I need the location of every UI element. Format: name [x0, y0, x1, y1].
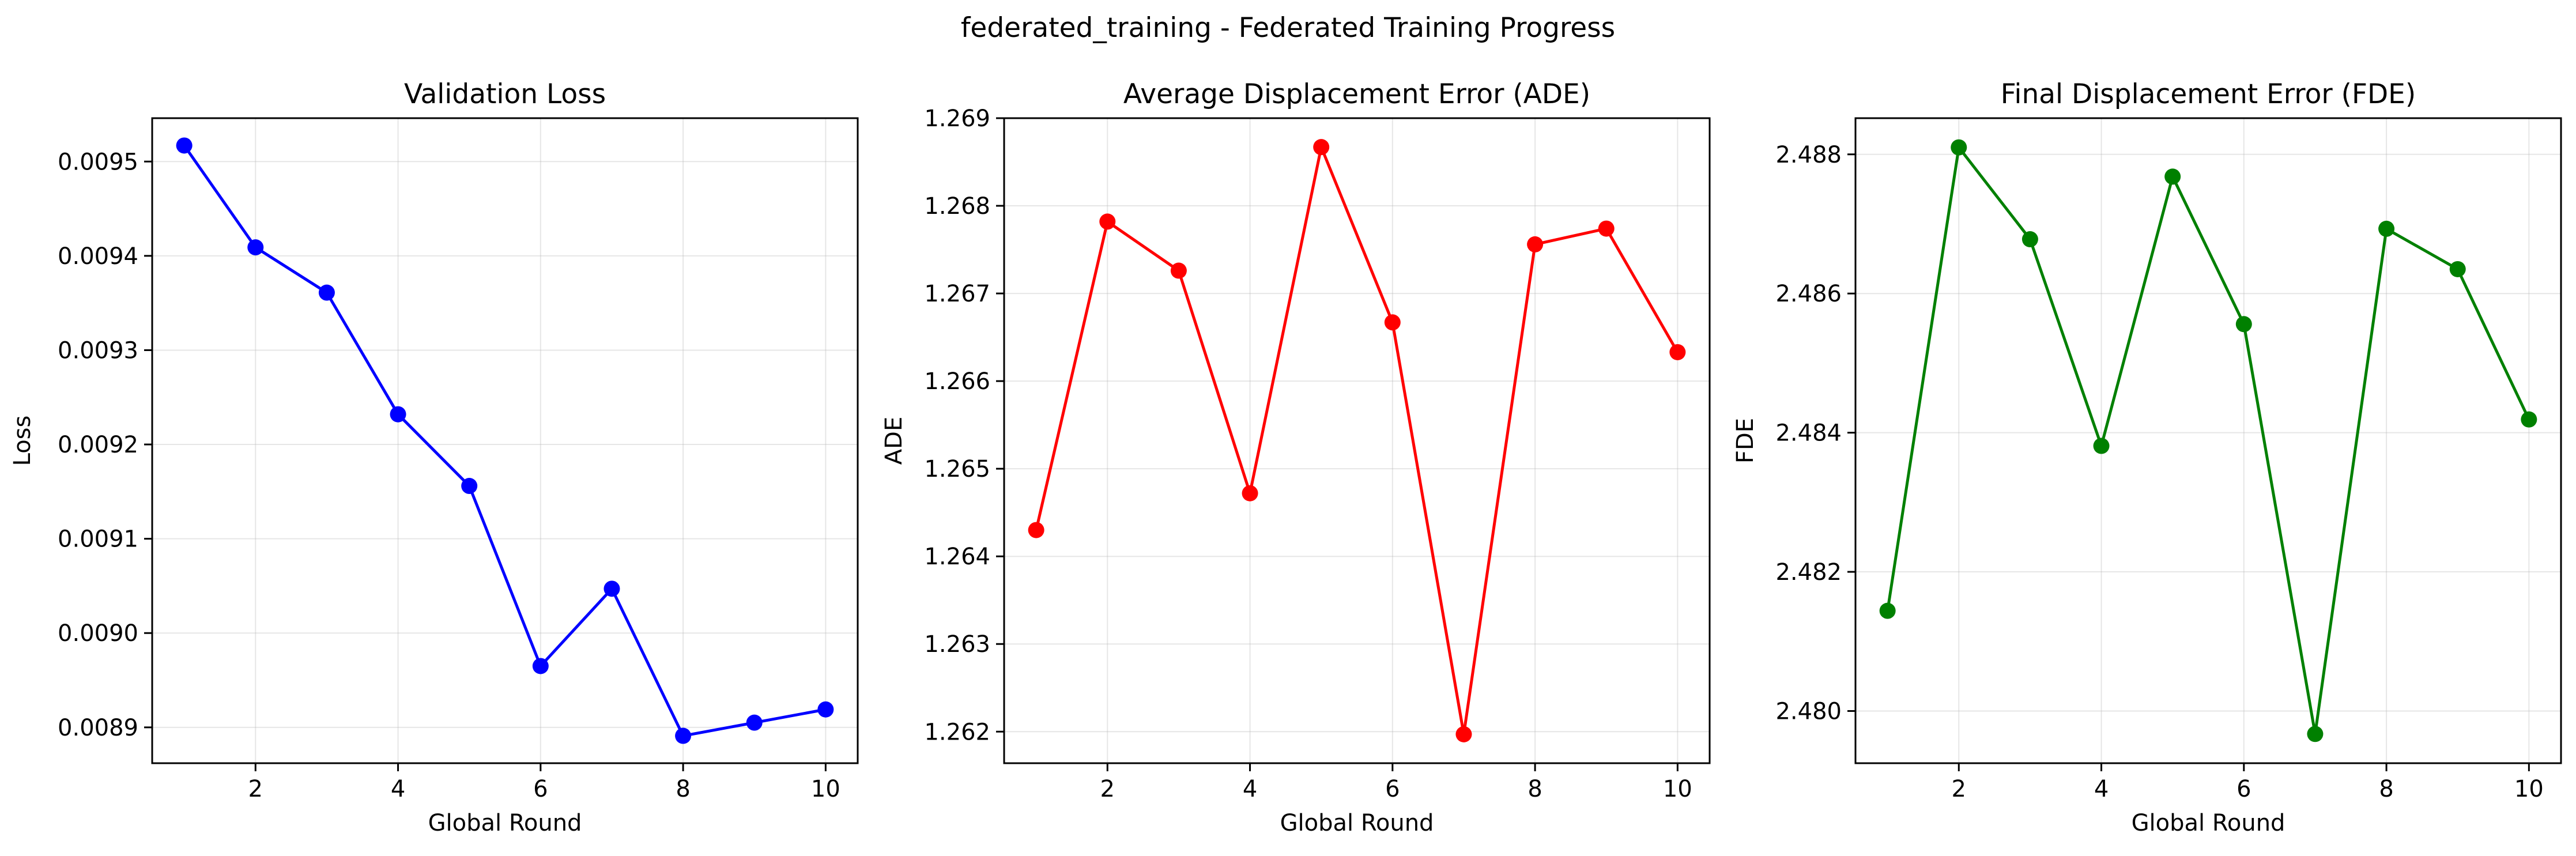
fde-series-line — [1886, 146, 2530, 736]
ade-ylabel: ADE — [881, 417, 907, 465]
fde-data-point — [2449, 261, 2466, 277]
validation-loss-data-point — [390, 406, 406, 423]
fde-xtick-label: 10 — [2514, 776, 2544, 802]
validation-loss-title: Validation Loss — [404, 78, 606, 110]
ade-axes-frame — [1003, 117, 1711, 764]
fde-ylabel: FDE — [1732, 418, 1759, 463]
ade-data-point — [1313, 139, 1330, 156]
validation-loss-ytick-label: 0.0092 — [58, 432, 138, 458]
ade-data-point — [1099, 213, 1116, 230]
fde-ytick-label: 2.480 — [1775, 698, 1842, 725]
validation-loss-xtick-label: 2 — [248, 776, 263, 802]
fde-panel: 2 4 6 8 10 2.480 2.482 2.484 2.486 2.488 Final Dis… — [1732, 78, 2562, 836]
validation-loss-data-point — [247, 239, 264, 256]
ade-xtick-label: 2 — [1100, 776, 1115, 802]
fde-data-point — [1951, 139, 1967, 156]
fde-ytick-label: 2.488 — [1775, 142, 1842, 168]
fde-data-point — [2235, 316, 2252, 333]
ade-xtick-label: 4 — [1243, 776, 1257, 802]
validation-loss-ytick-label: 0.0090 — [58, 620, 138, 647]
validation-loss-ylabel: Loss — [9, 416, 36, 466]
validation-loss-data-point — [817, 701, 834, 718]
validation-loss-xlabel: Global Round — [428, 810, 582, 836]
validation-loss-axes-frame — [151, 117, 859, 764]
validation-loss-ytick-label: 0.0095 — [58, 149, 138, 175]
validation-loss-ytick-label: 0.0093 — [58, 337, 138, 364]
ade-title: Average Displacement Error (ADE) — [1123, 78, 1590, 110]
validation-loss-panel: 2 4 6 8 10 0.0089 0.0090 0.0091 0.0092 0.0093 0.00… — [9, 78, 859, 836]
ade-ytick-label: 1.269 — [924, 105, 990, 132]
ade-data-point — [1455, 726, 1472, 742]
validation-loss-xtick-label: 4 — [391, 776, 405, 802]
ade-data-point — [1669, 344, 1686, 360]
fde-ytick-label: 2.486 — [1775, 281, 1842, 307]
validation-loss-xtick-label: 6 — [533, 776, 548, 802]
ade-ytick-label: 1.263 — [924, 631, 990, 658]
ade-panel: 2 4 6 8 10 1.262 1.263 1.264 1.265 1.266 1.267 1.26… — [881, 78, 1711, 836]
ade-xtick-label: 8 — [1528, 776, 1542, 802]
ade-data-point — [1170, 262, 1187, 279]
ade-data-point — [1028, 522, 1044, 538]
fde-ytick-label: 2.484 — [1775, 420, 1842, 447]
ade-xtick-label: 6 — [1385, 776, 1400, 802]
fde-xlabel: Global Round — [2132, 810, 2285, 836]
validation-loss-data-point — [604, 580, 620, 597]
validation-loss-xtick-label: 8 — [676, 776, 690, 802]
fde-data-point — [1879, 602, 1896, 619]
fde-xtick-label: 8 — [2379, 776, 2393, 802]
ade-xtick-label: 10 — [1663, 776, 1692, 802]
fde-title: Final Displacement Error (FDE) — [2001, 78, 2416, 110]
fde-axes-frame — [1854, 117, 2562, 764]
fde-data-point — [2307, 726, 2324, 742]
validation-loss-ytick-label: 0.0089 — [58, 715, 138, 741]
ade-data-point — [1598, 220, 1615, 237]
fde-data-point — [2521, 411, 2537, 428]
fde-xtick-label: 2 — [1952, 776, 1966, 802]
fde-xtick-label: 4 — [2094, 776, 2109, 802]
ade-ytick-label: 1.262 — [924, 719, 990, 745]
validation-loss-data-point — [675, 727, 692, 744]
ade-data-point — [1527, 236, 1544, 252]
fde-ytick-label: 2.482 — [1775, 559, 1842, 586]
fde-data-point — [2021, 231, 2038, 248]
ade-ytick-label: 1.267 — [924, 281, 990, 307]
fde-data-point — [2164, 168, 2181, 185]
fde-xtick-label: 6 — [2236, 776, 2251, 802]
fde-data-point — [2378, 220, 2395, 237]
ade-ytick-label: 1.265 — [924, 456, 990, 482]
ade-ytick-label: 1.264 — [924, 544, 990, 570]
ade-data-point — [1242, 485, 1258, 501]
figure-suptitle: federated_training - Federated Training … — [961, 12, 1615, 44]
validation-loss-ytick-label: 0.0094 — [58, 243, 138, 270]
validation-loss-data-point — [746, 714, 763, 731]
validation-loss-data-point — [461, 478, 478, 495]
validation-loss-ytick-label: 0.0091 — [58, 526, 138, 553]
validation-loss-xtick-label: 10 — [811, 776, 840, 802]
ade-ytick-label: 1.268 — [924, 193, 990, 220]
fde-data-point — [2093, 438, 2110, 454]
ade-series-line — [1035, 145, 1679, 736]
validation-loss-series-line — [183, 145, 826, 738]
ade-data-point — [1384, 314, 1401, 331]
validation-loss-data-point — [532, 658, 549, 674]
ade-ytick-label: 1.266 — [924, 368, 990, 395]
ade-xlabel: Global Round — [1280, 810, 1434, 836]
validation-loss-data-point — [318, 284, 335, 301]
validation-loss-data-point — [176, 137, 193, 154]
